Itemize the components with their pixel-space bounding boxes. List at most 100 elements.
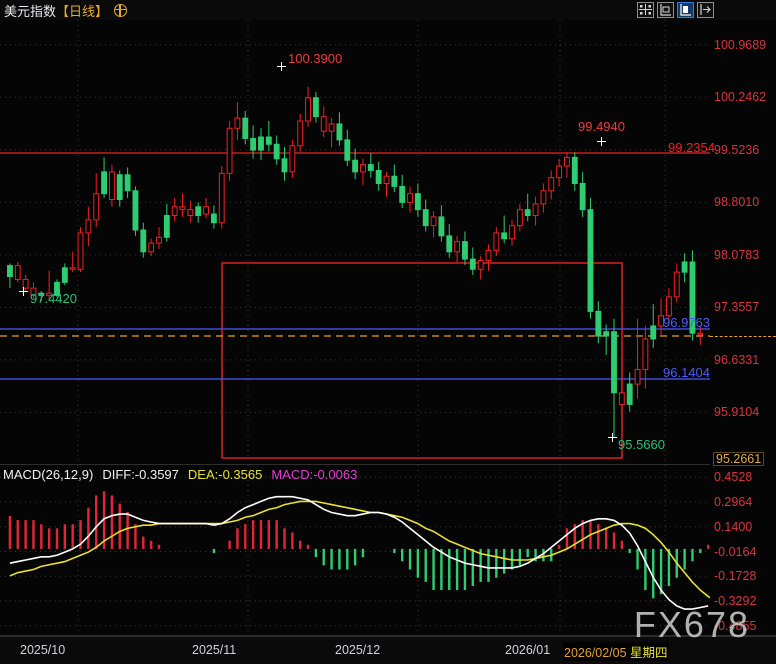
- candle: [587, 198, 594, 319]
- macd-diff-value: DIFF:-0.3597: [102, 467, 179, 482]
- candle: [548, 170, 555, 200]
- candle: [360, 158, 366, 185]
- macd-chart-pane[interactable]: [0, 465, 726, 636]
- candle: [258, 128, 264, 161]
- price-chart-pane[interactable]: [0, 20, 710, 464]
- time-axis-label: 2025/10: [20, 643, 66, 657]
- candle: [30, 282, 37, 299]
- candle: [93, 173, 100, 228]
- candle: [430, 211, 437, 238]
- candle: [289, 139, 296, 178]
- candle: [618, 376, 625, 421]
- candle: [69, 251, 76, 273]
- candle: [595, 301, 602, 344]
- candle: [407, 186, 413, 213]
- candle: [179, 193, 186, 217]
- time-axis-divider: [0, 635, 776, 636]
- candle: [509, 219, 515, 246]
- candle: [611, 318, 617, 438]
- exit-tool-button[interactable]: [697, 2, 714, 18]
- candle: [305, 86, 311, 127]
- candle: [242, 110, 249, 145]
- macd-axis-label: -0.0164: [714, 544, 757, 559]
- candle: [22, 275, 29, 292]
- rectangle-zone: [221, 262, 623, 459]
- macd-hist-value: MACD:-0.0063: [271, 467, 358, 482]
- candle: [477, 256, 484, 280]
- candle: [579, 171, 586, 217]
- candle: [438, 205, 445, 242]
- candle: [124, 167, 131, 199]
- candle: [281, 147, 288, 181]
- candle: [61, 263, 68, 286]
- candle: [532, 196, 539, 226]
- candle: [344, 129, 351, 167]
- candle: [250, 125, 257, 159]
- toolbar: [637, 2, 714, 18]
- macd-params-label: MACD(26,12,9): [3, 467, 94, 482]
- candle: [156, 227, 162, 249]
- time-axis-label: 2026/01: [505, 643, 551, 657]
- measure-tool-button[interactable]: [657, 2, 674, 18]
- macd-axis-label: -0.1728: [714, 569, 757, 584]
- candle: [375, 161, 382, 191]
- candle: [697, 325, 704, 345]
- period-label: 【日线】: [56, 3, 109, 19]
- price-axis[interactable]: 100.9689 100.2462 99.5236 98.8010 98.0783 97.…: [710, 0, 776, 636]
- price-axis-label: 96.6331: [714, 352, 760, 367]
- candle: [650, 304, 657, 348]
- candle: [163, 203, 170, 242]
- candlestick-svg: [0, 20, 710, 464]
- trend-tool-button[interactable]: [677, 2, 694, 18]
- candle: [187, 200, 194, 223]
- candle: [556, 158, 563, 187]
- candle: [352, 148, 359, 180]
- candle: [195, 202, 202, 223]
- candle: [422, 199, 429, 232]
- chart-header: 美元指数 【日线】: [0, 0, 776, 20]
- cursor-date: 2026/02/05: [564, 646, 627, 660]
- macd-dea-value: DEA:-0.3565: [187, 467, 263, 482]
- price-axis-label: 100.9689: [714, 37, 767, 52]
- macd-diff-line: [9, 495, 709, 610]
- macd-legend: MACD(26,12,9) DIFF:-0.3597 DEA:-0.3565 MACD…: [3, 467, 366, 482]
- candle: [328, 118, 335, 148]
- candle: [603, 324, 610, 355]
- candle: [564, 152, 570, 178]
- candle: [218, 166, 225, 229]
- candle: [336, 112, 343, 146]
- price-axis-label: 99.5236: [714, 142, 760, 157]
- candle: [462, 231, 468, 265]
- macd-axis-label: 0.2964: [714, 494, 753, 509]
- candle: [673, 263, 680, 303]
- macd-svg: [0, 465, 726, 636]
- candle: [210, 205, 217, 229]
- time-axis[interactable]: 2025/102025/112025/122026/012026/022026/…: [0, 636, 776, 664]
- candle: [540, 183, 547, 213]
- price-axis-label: 95.9104: [714, 405, 760, 420]
- crosshair-tool-button[interactable]: [637, 2, 654, 18]
- price-axis-label: 98.0783: [714, 247, 760, 262]
- macd-axis-label: -0.3292: [714, 594, 757, 609]
- candle: [642, 325, 649, 389]
- candle: [148, 238, 155, 257]
- candle: [85, 206, 92, 246]
- time-axis-label: 2025/12: [335, 643, 381, 657]
- candle: [634, 318, 641, 399]
- price-axis-cursor-label: 95.2661: [713, 452, 765, 467]
- macd-axis-label: 0.1400: [714, 519, 753, 534]
- time-axis-cursor-label: 2026/02/05 星期四: [563, 642, 669, 661]
- candle: [265, 121, 272, 152]
- candle: [454, 235, 461, 262]
- candle: [297, 113, 304, 152]
- price-axis-label: 98.8010: [714, 195, 760, 210]
- globe-crosshair-icon: [114, 3, 128, 17]
- candle: [493, 227, 500, 257]
- macd-axis-label: 0.4528: [714, 470, 753, 485]
- candle: [108, 164, 115, 207]
- candle: [140, 222, 147, 258]
- candle: [681, 253, 688, 283]
- candle: [54, 279, 60, 297]
- candle: [77, 227, 84, 273]
